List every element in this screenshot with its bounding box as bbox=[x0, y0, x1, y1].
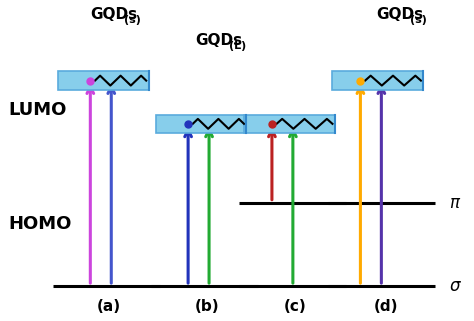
Text: LUMO: LUMO bbox=[9, 101, 67, 119]
Text: $\sigma$: $\sigma$ bbox=[449, 277, 462, 295]
Text: (d): (d) bbox=[374, 299, 398, 314]
Text: (s): (s) bbox=[124, 15, 141, 25]
Text: (s): (s) bbox=[410, 15, 427, 25]
Text: HOMO: HOMO bbox=[9, 215, 72, 233]
Text: (c): (c) bbox=[284, 299, 307, 314]
Bar bbox=[332, 71, 423, 90]
Bar bbox=[155, 115, 246, 133]
Text: $\pi$: $\pi$ bbox=[449, 194, 461, 212]
Bar bbox=[244, 115, 335, 133]
Text: (a): (a) bbox=[97, 299, 121, 314]
Text: GQDs: GQDs bbox=[195, 33, 242, 48]
Bar bbox=[58, 71, 148, 90]
Text: GQDs: GQDs bbox=[91, 7, 137, 22]
Text: (b): (b) bbox=[194, 299, 219, 314]
Text: (L): (L) bbox=[228, 41, 246, 51]
Text: GQDs: GQDs bbox=[377, 7, 424, 22]
